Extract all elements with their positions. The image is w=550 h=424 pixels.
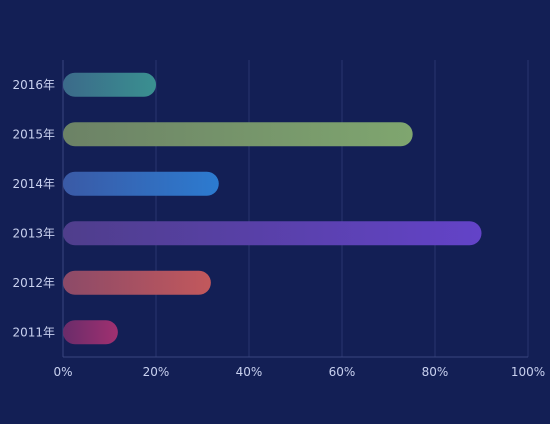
x-tick-label: 0% (53, 365, 72, 379)
bar-2015年 (63, 122, 413, 147)
y-category-label: 2012年 (12, 276, 55, 290)
y-category-label: 2014年 (12, 177, 55, 191)
bar-2011年 (63, 320, 118, 345)
x-tick-label: 60% (329, 365, 356, 379)
x-tick-label: 100% (511, 365, 545, 379)
bar-layer (63, 72, 482, 345)
x-axis-labels: 0% 20% 40% 60% 80% 100% (53, 365, 545, 379)
grid-layer (62, 60, 529, 358)
y-category-label: 2016年 (12, 78, 55, 92)
bar-2014年 (63, 171, 219, 196)
bar-2013年 (63, 221, 482, 246)
bar-2012年 (63, 270, 211, 295)
y-axis-labels: 2011年 2012年 2013年 2014年 2015年 2016年 (12, 78, 55, 340)
y-category-label: 2013年 (12, 226, 55, 240)
y-category-label: 2011年 (12, 325, 55, 339)
x-tick-label: 20% (143, 365, 170, 379)
x-tick-label: 80% (422, 365, 449, 379)
y-category-label: 2015年 (12, 127, 55, 141)
x-tick-label: 40% (236, 365, 263, 379)
bar-2016年 (63, 72, 156, 97)
